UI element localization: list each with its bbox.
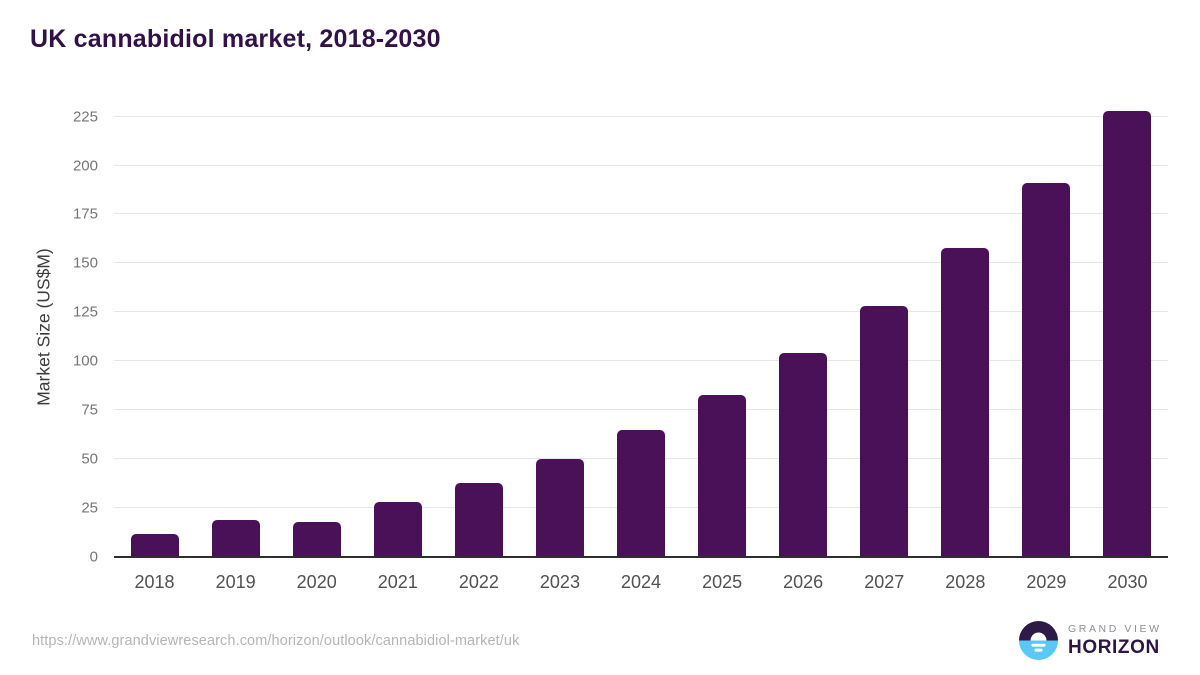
brand-name-bottom: HORIZON: [1068, 636, 1160, 658]
brand-wordmark: GRAND VIEW HORIZON: [1068, 623, 1162, 659]
bar-slot: [114, 533, 195, 557]
x-axis-labels: 2018 2019 2020 2021 2022 2023 2024 2025 2026 2027…: [114, 572, 1168, 593]
bar-2023: [535, 459, 584, 557]
x-tick-label: 2027: [864, 572, 905, 592]
bar-2020: [292, 521, 341, 557]
gridline: [114, 262, 1168, 264]
plot-area: 0 25 50 75 100 125 150 175 200 225: [73, 97, 1168, 565]
source-url: https://www.grandviewresearch.com/horizo…: [32, 633, 520, 649]
bar-2029: [1022, 183, 1071, 557]
horizon-sun-icon: [1019, 621, 1058, 660]
bar-slot: [844, 306, 925, 557]
bar-2030: [1103, 110, 1152, 557]
y-tick-label: 75: [81, 401, 98, 419]
y-tick-label: 25: [81, 499, 98, 517]
bar-2026: [779, 353, 828, 557]
x-tick-label: 2029: [1026, 572, 1067, 592]
x-axis-line: [114, 556, 1168, 558]
brand-logo: GRAND VIEW HORIZON: [1019, 621, 1162, 660]
y-tick-label: 150: [72, 254, 98, 272]
x-tick-label: 2019: [215, 572, 256, 592]
x-tick-label: 2024: [620, 572, 662, 592]
y-axis-title: Market Size (US$M): [33, 248, 54, 406]
brand-name-top: GRAND VIEW: [1068, 622, 1162, 635]
bar-slot: [438, 482, 519, 557]
gridline: [114, 213, 1168, 215]
bar-slot: [763, 353, 844, 557]
y-tick-label: 225: [72, 108, 98, 126]
bar-slot: [1087, 110, 1168, 557]
y-tick-label: 175: [72, 205, 98, 223]
bar-slot: [925, 247, 1006, 557]
x-tick-label: 2028: [945, 572, 986, 592]
y-tick-label: 200: [72, 157, 98, 175]
y-tick-label: 100: [72, 352, 98, 370]
x-tick-label: 2030: [1107, 572, 1148, 592]
x-tick-label: 2020: [296, 572, 337, 592]
bar-2025: [698, 394, 747, 557]
bar-series: [114, 97, 1168, 557]
x-tick-label: 2018: [134, 572, 175, 592]
x-tick-label: 2023: [539, 572, 580, 592]
bar-2022: [454, 482, 503, 557]
bar-2018: [130, 533, 179, 557]
y-tick-label: 125: [72, 303, 98, 321]
y-tick-label: 0: [89, 548, 98, 566]
bar-slot: [357, 502, 438, 557]
gridline: [114, 115, 1168, 117]
bar-slot: [276, 521, 357, 557]
bar-slot: [519, 459, 600, 557]
bar-slot: [600, 429, 681, 557]
bar-slot: [1006, 183, 1087, 557]
x-tick-label: 2025: [702, 572, 743, 592]
bar-slot: [195, 519, 276, 557]
bar-2021: [373, 502, 422, 557]
gridline: [114, 409, 1168, 411]
bar-2019: [211, 519, 260, 557]
x-tick-label: 2026: [783, 572, 824, 592]
y-tick-label: 50: [81, 450, 98, 468]
bar-slot: [682, 394, 763, 557]
x-tick-label: 2021: [377, 572, 418, 592]
gridline: [114, 311, 1168, 313]
bar-2024: [617, 429, 665, 557]
bar-2028: [941, 247, 990, 557]
bar-2027: [860, 306, 909, 557]
gridline: [114, 164, 1168, 166]
chart-title: UK cannabidiol market, 2018-2030: [30, 25, 441, 53]
x-tick-label: 2022: [458, 572, 499, 592]
gridline: [114, 360, 1168, 362]
